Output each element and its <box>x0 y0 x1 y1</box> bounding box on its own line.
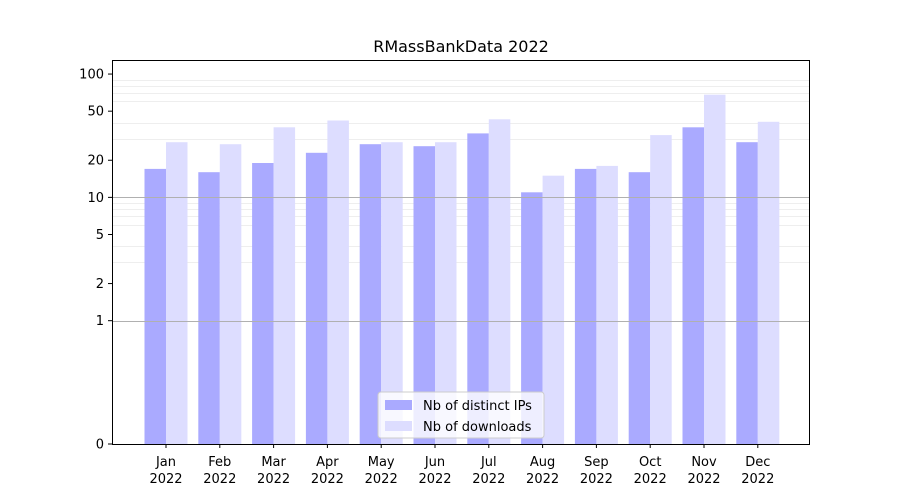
x-tick-month: Dec <box>745 455 770 470</box>
x-tick-year: 2022 <box>311 472 344 487</box>
bar-distinct-ips <box>252 163 274 444</box>
x-tick-month: Nov <box>691 455 717 470</box>
bar-downloads <box>435 142 457 444</box>
bar-distinct-ips <box>682 127 704 445</box>
bar-downloads <box>542 175 565 444</box>
x-tick-year: 2022 <box>203 472 236 487</box>
bar-distinct-ips <box>305 152 328 445</box>
bar-distinct-ips <box>521 192 543 444</box>
x-tick-year: 2022 <box>149 472 182 487</box>
x-tick-year: 2022 <box>472 472 505 487</box>
bar-downloads <box>273 127 296 445</box>
x-axis: Jan 2022 Feb 2022 Mar 2022 Apr 2022 May 2022 Jun 20… <box>149 444 774 487</box>
legend-box <box>377 391 545 439</box>
bar-downloads <box>704 94 726 444</box>
y-tick-label: 5 <box>96 228 104 243</box>
x-tick-month: Jun <box>424 455 445 470</box>
x-tick-year: 2022 <box>741 472 774 487</box>
bar-distinct-ips <box>359 144 382 444</box>
x-tick-month: Jul <box>480 455 497 470</box>
legend-label: Nb of distinct IPs <box>423 399 532 414</box>
x-tick-year: 2022 <box>418 472 451 487</box>
x-tick-month: May <box>368 455 395 470</box>
x-tick-year: 2022 <box>580 472 613 487</box>
x-tick-month: Oct <box>639 455 661 470</box>
bar-downloads <box>596 165 618 444</box>
bar-distinct-ips <box>144 168 166 444</box>
bar-distinct-ips <box>198 172 220 444</box>
plot-area <box>112 60 810 445</box>
legend-label: Nb of downloads <box>423 420 532 435</box>
chart-title: RMassBankData 2022 <box>373 37 549 56</box>
y-tick-label: 2 <box>96 277 104 292</box>
bar-downloads <box>219 144 242 444</box>
x-tick-year: 2022 <box>365 472 398 487</box>
x-tick-month: Aug <box>530 455 555 470</box>
x-tick-year: 2022 <box>526 472 559 487</box>
x-tick-month: Mar <box>261 455 286 470</box>
bar-downloads <box>757 121 780 445</box>
bar-distinct-ips <box>574 168 597 444</box>
bar-downloads <box>327 120 349 444</box>
y-tick-label: 20 <box>87 154 104 169</box>
y-tick-label: 0 <box>96 438 104 453</box>
bar-distinct-ips <box>467 133 489 444</box>
bar-distinct-ips <box>628 172 651 444</box>
x-tick-month: Feb <box>208 455 231 470</box>
y-tick-label: 100 <box>79 68 104 83</box>
x-tick-year: 2022 <box>634 472 667 487</box>
y-tick-label: 50 <box>87 105 104 120</box>
x-tick-year: 2022 <box>687 472 720 487</box>
x-tick-year: 2022 <box>257 472 290 487</box>
bar-distinct-ips <box>413 146 435 444</box>
legend-swatch <box>385 421 412 431</box>
bar-downloads <box>650 135 672 444</box>
y-tick-label: 10 <box>87 191 104 206</box>
bar-distinct-ips <box>736 142 758 444</box>
y-axis: 0 1 2 5 10 20 50 100 <box>79 68 112 453</box>
legend-swatch <box>385 400 412 410</box>
bar-downloads <box>166 142 188 444</box>
bar-downloads <box>488 119 511 445</box>
bar-downloads <box>381 142 403 444</box>
x-tick-month: Apr <box>316 455 339 470</box>
legend: Nb of distinct IPs Nb of downloads <box>377 391 545 439</box>
x-tick-month: Sep <box>584 455 609 470</box>
x-tick-month: Jan <box>155 455 176 470</box>
y-tick-label: 1 <box>96 314 104 329</box>
bars <box>112 94 809 445</box>
